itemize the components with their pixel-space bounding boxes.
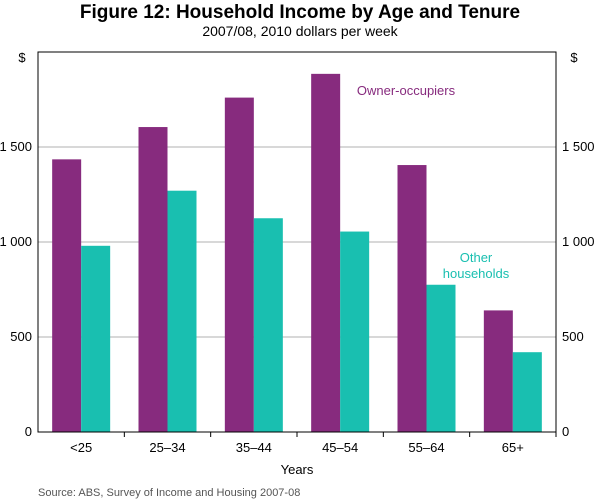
y-tick-label-right: 500 bbox=[562, 329, 584, 344]
annotation-other-households: Other bbox=[460, 250, 493, 265]
chart-title: Figure 12: Household Income by Age and T… bbox=[79, 2, 521, 23]
y-tick-label-right: 0 bbox=[562, 424, 569, 439]
bar-owner-2 bbox=[224, 97, 254, 432]
y-tick-label-left: 500 bbox=[10, 329, 32, 344]
source-note: Source: ABS, Survey of Income and Housin… bbox=[38, 487, 301, 499]
bar-other-5 bbox=[512, 352, 542, 432]
y-axis-unit-left: $ bbox=[18, 50, 26, 65]
bar-other-1 bbox=[167, 190, 197, 432]
x-tick-label: <25 bbox=[70, 440, 92, 455]
x-axis-label: Years bbox=[281, 462, 314, 477]
bar-other-3 bbox=[340, 231, 370, 432]
bar-owner-3 bbox=[311, 73, 341, 432]
x-tick-label: 25–34 bbox=[149, 440, 185, 455]
y-axis-unit-right: $ bbox=[570, 50, 578, 65]
bar-owner-4 bbox=[397, 165, 427, 433]
y-tick-label-right: 1 500 bbox=[562, 139, 595, 154]
x-tick-label: 65+ bbox=[502, 440, 524, 455]
annotation-other-households: households bbox=[443, 266, 510, 281]
y-tick-label-left: 1 000 bbox=[0, 234, 32, 249]
y-tick-label-left: 1 500 bbox=[0, 139, 32, 154]
x-tick-label: 35–44 bbox=[236, 440, 272, 455]
plot-frame bbox=[37, 51, 557, 433]
y-tick-label-right: 1 000 bbox=[562, 234, 595, 249]
annotation-owner-occupiers: Owner-occupiers bbox=[357, 83, 456, 98]
x-tick-label: 55–64 bbox=[408, 440, 444, 455]
bar-other-4 bbox=[426, 284, 456, 432]
bar-other-2 bbox=[253, 218, 283, 432]
bar-owner-1 bbox=[138, 127, 168, 433]
bar-owner-0 bbox=[52, 159, 82, 432]
bar-other-0 bbox=[81, 245, 111, 432]
y-tick-label-left: 0 bbox=[25, 424, 32, 439]
chart-subtitle: 2007/08, 2010 dollars per week bbox=[202, 23, 398, 39]
bar-owner-5 bbox=[483, 310, 513, 432]
x-tick-label: 45–54 bbox=[322, 440, 358, 455]
